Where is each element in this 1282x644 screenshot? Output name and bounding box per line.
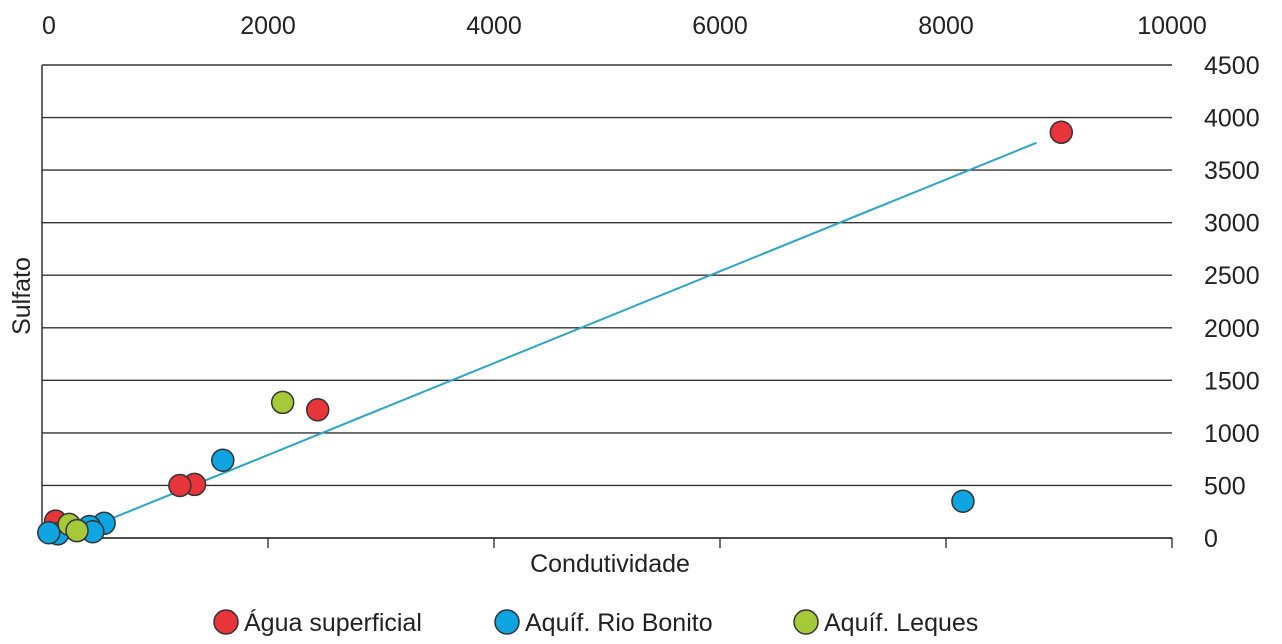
data-point (37, 520, 61, 545)
y-tick-label: 4000 (1204, 105, 1260, 133)
axes (41, 65, 1172, 539)
y-tick-label: 0 (1204, 525, 1218, 553)
legend-label: Aquíf. Rio Bonito (525, 609, 713, 637)
y-tick-label: 4500 (1204, 52, 1260, 80)
y-tick-label: 1000 (1204, 420, 1260, 448)
data-point (168, 473, 192, 498)
data-point (65, 518, 89, 543)
data-point (1049, 120, 1074, 145)
legend-marker (793, 609, 819, 635)
trendline-group (89, 141, 1037, 529)
legend-marker (213, 609, 239, 635)
legend-marker (494, 609, 520, 635)
legend: Água superficial Aquíf. Rio Bonito Aquíf. … (213, 608, 978, 637)
y-tick-label: 3500 (1204, 157, 1260, 185)
legend-label: Água superficial (244, 608, 422, 637)
data-point (305, 398, 330, 422)
x-tick-label: 6000 (692, 12, 748, 40)
data-point (270, 390, 295, 415)
data-point (951, 489, 975, 513)
y-tick-labels: 0 500 1000 1500 2000 2500 3000 3500 4000 4500 (1204, 52, 1260, 553)
y-tick-label: 500 (1204, 472, 1246, 500)
x-tick-label: 0 (42, 12, 56, 40)
y-tick-label: 1500 (1204, 367, 1260, 395)
grid-lines (42, 64, 1172, 539)
x-tick-label: 10000 (1137, 12, 1207, 40)
x-axis-title: Condutividade (530, 550, 690, 578)
x-tick-label: 8000 (918, 12, 974, 40)
y-tick-label: 2500 (1204, 262, 1260, 290)
legend-label: Aquíf. Leques (824, 609, 978, 637)
x-tick-label: 4000 (466, 12, 522, 40)
trendline (89, 141, 1037, 529)
x-tick-labels: 0 2000 4000 6000 8000 10000 (42, 12, 1207, 548)
y-tick-label: 3000 (1204, 210, 1260, 238)
data-point (211, 448, 235, 472)
x-tick-label: 2000 (240, 12, 296, 40)
y-axis-title: Sulfato (8, 257, 36, 335)
data-points (37, 120, 1074, 546)
y-tick-label: 2000 (1204, 315, 1260, 343)
